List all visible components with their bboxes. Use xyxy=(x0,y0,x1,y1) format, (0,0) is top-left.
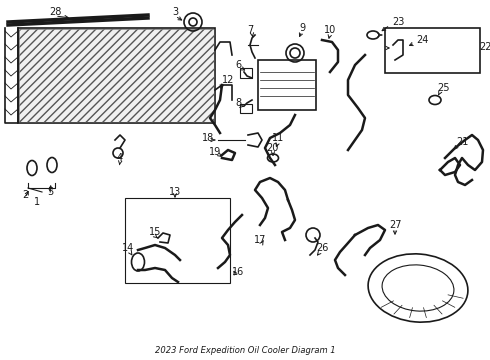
Text: 27: 27 xyxy=(389,220,401,230)
Text: 2: 2 xyxy=(22,190,28,200)
Text: 6: 6 xyxy=(235,60,241,70)
Text: 28: 28 xyxy=(49,7,61,17)
Text: 13: 13 xyxy=(169,187,181,197)
Text: 15: 15 xyxy=(149,227,161,237)
Text: 24: 24 xyxy=(416,35,428,45)
Text: 18: 18 xyxy=(202,133,214,143)
Text: 7: 7 xyxy=(247,25,253,35)
Text: 4: 4 xyxy=(117,153,123,163)
Text: 22: 22 xyxy=(479,42,490,52)
Text: 26: 26 xyxy=(316,243,328,253)
Text: 1: 1 xyxy=(34,197,40,207)
Text: 21: 21 xyxy=(456,137,468,147)
Text: 8: 8 xyxy=(235,98,241,108)
Text: 19: 19 xyxy=(209,147,221,157)
Text: 10: 10 xyxy=(324,25,336,35)
Text: 20: 20 xyxy=(266,143,278,153)
Text: 2023 Ford Expedition Oil Cooler Diagram 1: 2023 Ford Expedition Oil Cooler Diagram … xyxy=(155,346,335,355)
Bar xyxy=(258,60,316,110)
Bar xyxy=(385,28,480,73)
Text: 5: 5 xyxy=(47,187,53,197)
Bar xyxy=(240,104,252,113)
Text: 3: 3 xyxy=(172,7,178,17)
Bar xyxy=(18,28,215,123)
Bar xyxy=(125,198,230,283)
Text: 11: 11 xyxy=(272,133,284,143)
Bar xyxy=(240,68,252,78)
Text: 16: 16 xyxy=(232,267,244,277)
Text: 12: 12 xyxy=(222,75,234,85)
Text: 17: 17 xyxy=(254,235,266,245)
Text: 25: 25 xyxy=(437,83,449,93)
Text: 9: 9 xyxy=(299,23,305,33)
Text: 23: 23 xyxy=(392,17,404,27)
Bar xyxy=(19,29,214,122)
Text: 14: 14 xyxy=(122,243,134,253)
